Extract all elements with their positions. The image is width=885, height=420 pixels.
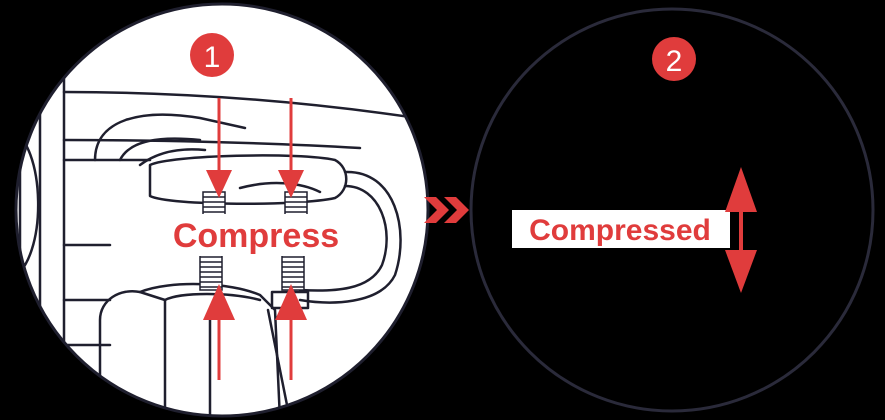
arrow-down-left-head bbox=[206, 170, 232, 198]
next-step-chevron-icon bbox=[424, 197, 469, 223]
step-1-panel: Compress 1 bbox=[14, 2, 430, 418]
compress-arrows bbox=[203, 98, 307, 380]
arrow-up-right-head bbox=[275, 284, 307, 320]
step-1-badge bbox=[190, 33, 234, 77]
mechanism-line-art bbox=[16, 18, 428, 416]
compressed-double-arrow-icon bbox=[725, 167, 757, 293]
step-1-label: Compress bbox=[173, 217, 339, 255]
step-2-label: Compressed bbox=[529, 214, 711, 247]
arrow-up-left-head bbox=[203, 284, 235, 320]
step-1-number: 1 bbox=[204, 41, 221, 74]
step-2-label-bg bbox=[512, 210, 730, 248]
step-1-label-bg bbox=[166, 214, 346, 256]
step-2-number: 2 bbox=[666, 45, 683, 78]
step-2-panel: Compressed 2 bbox=[469, 7, 875, 413]
arrow-down-right-head bbox=[278, 170, 304, 198]
step-2-badge bbox=[652, 37, 696, 81]
